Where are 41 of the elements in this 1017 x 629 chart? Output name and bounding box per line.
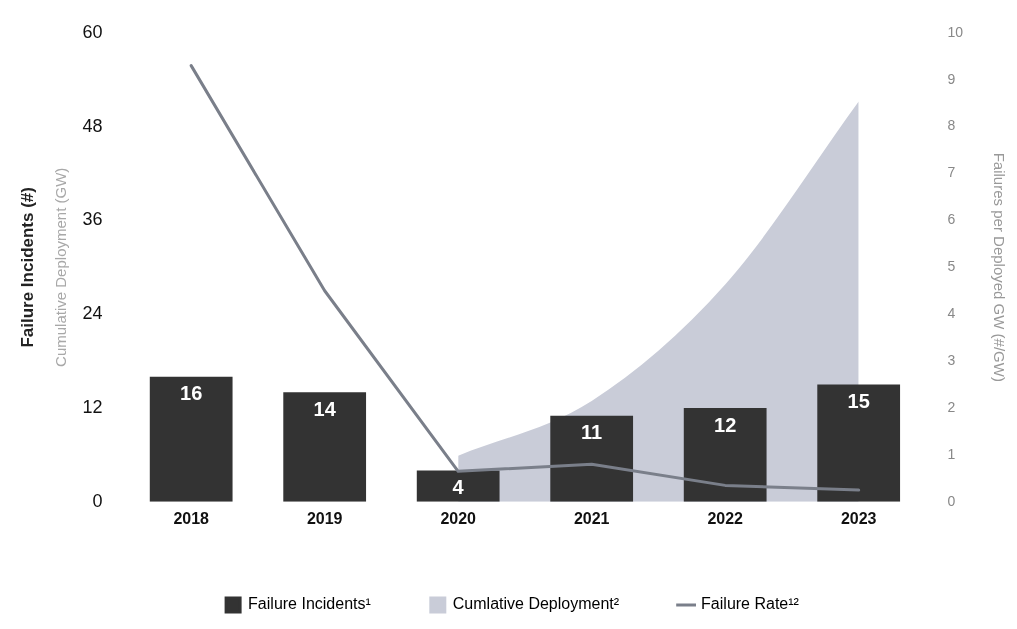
x-tick-label: 2018: [173, 509, 210, 527]
legend-label: Failure Incidents¹: [248, 595, 371, 613]
data-label: 15: [847, 390, 870, 413]
x-tick-label: 2019: [306, 509, 343, 527]
y2-tick-label: 0: [947, 492, 956, 509]
y2-tick-label: 7: [947, 164, 956, 181]
y-tick-label: 12: [82, 396, 103, 417]
y2-tick-label: 10: [947, 23, 964, 40]
y2-tick-label: 5: [947, 258, 956, 275]
text: Cumulative Deployment (GW): [52, 167, 70, 367]
y2-tick-label: 1: [947, 445, 956, 462]
y2-tick-label: 4: [947, 305, 956, 322]
y-axis-title: Failure Incidents (#): [17, 187, 37, 348]
bar: [283, 392, 367, 502]
data-label: 11: [581, 421, 603, 444]
legend-label: Failure Rate¹²: [701, 595, 800, 613]
y-tick-label: 24: [82, 303, 103, 324]
x-tick-label: 2023: [840, 509, 877, 527]
x-tick-label: 2020: [440, 509, 477, 527]
data-label: 4: [452, 476, 465, 499]
y-tick-label: 60: [82, 21, 103, 42]
y2-tick-label: 6: [947, 211, 956, 228]
bar: [817, 384, 901, 502]
bar: [683, 408, 767, 502]
y-tick-label: 48: [82, 115, 103, 136]
bar: [149, 376, 233, 502]
y2-tick-label: 9: [947, 70, 956, 87]
legend-label: Cumlative Deployment²: [452, 595, 620, 613]
data-label: 14: [313, 397, 337, 420]
y2-tick-label: 8: [947, 117, 956, 134]
y-tick-label: 36: [82, 209, 103, 230]
x-tick-label: 2022: [707, 509, 744, 527]
y2-tick-label: 3: [947, 351, 956, 368]
y2-axis-title: Failures per Deployed GW (#/GW): [990, 152, 1008, 382]
bar: [550, 415, 634, 502]
x-tick-label: 2021: [573, 509, 610, 527]
data-label: 12: [714, 413, 737, 436]
y-tick-label: 0: [92, 490, 103, 511]
bar: [416, 470, 500, 502]
y2-tick-label: 2: [947, 398, 956, 415]
data-label: 16: [180, 382, 203, 405]
